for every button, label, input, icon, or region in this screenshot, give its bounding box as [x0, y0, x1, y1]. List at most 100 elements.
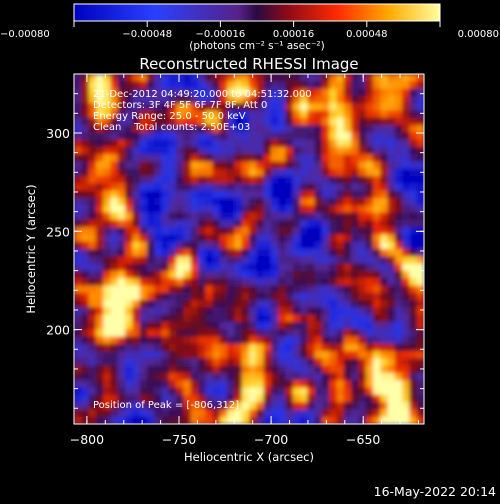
heatmap-cell — [88, 358, 97, 367]
heatmap-cell — [103, 300, 112, 308]
heatmap-cell — [416, 387, 424, 396]
heatmap-cell — [95, 292, 104, 301]
heatmap-cell — [285, 176, 294, 184]
heatmap-cell — [212, 387, 221, 396]
heatmap-cell — [117, 292, 126, 301]
heatmap-cell — [416, 117, 424, 126]
heatmap-cell — [285, 365, 294, 374]
heatmap-cell — [321, 74, 330, 82]
heatmap-cell — [74, 372, 82, 381]
heatmap-cell — [110, 387, 119, 396]
heatmap-cell — [110, 81, 119, 90]
heatmap-cell — [314, 190, 323, 199]
heatmap-cell — [249, 197, 257, 206]
heatmap-cell — [314, 307, 323, 316]
heatmap-cell — [285, 88, 294, 97]
heatmap-cell — [197, 81, 206, 90]
heatmap-cell — [117, 351, 126, 359]
heatmap-cell — [132, 81, 141, 90]
heatmap-cell — [336, 190, 345, 199]
heatmap-cell — [372, 314, 381, 323]
heatmap-cell — [336, 110, 345, 119]
heatmap-cell — [234, 190, 243, 199]
heatmap-cell — [205, 132, 214, 141]
heatmap-cell — [241, 394, 250, 403]
heatmap-cell — [74, 343, 82, 352]
heatmap-cell — [176, 351, 184, 359]
heatmap-cell — [292, 241, 301, 250]
heatmap-cell — [321, 270, 330, 279]
heatmap-cell — [241, 88, 250, 97]
heatmap-cell — [212, 321, 221, 330]
heatmap-cells — [74, 74, 424, 424]
heatmap-cell — [241, 256, 250, 265]
heatmap-cell — [300, 278, 308, 287]
heatmap-cell — [183, 372, 192, 381]
heatmap-cell — [270, 402, 279, 411]
heatmap-cell — [139, 88, 148, 97]
heatmap-cell — [263, 219, 272, 228]
heatmap-cell — [154, 321, 163, 330]
heatmap-cell — [402, 394, 411, 403]
heatmap-cell — [241, 161, 250, 170]
heatmap-cell — [125, 402, 133, 411]
heatmap-cell — [402, 336, 411, 345]
heatmap-cell — [321, 146, 330, 155]
heatmap-cell — [365, 161, 374, 170]
heatmap-cell — [132, 256, 141, 265]
heatmap-cell — [74, 154, 82, 163]
heatmap-cell — [168, 125, 177, 133]
heatmap-cell — [219, 205, 228, 214]
heatmap-cell — [117, 81, 126, 90]
heatmap-cell — [117, 125, 126, 133]
heatmap-cell — [321, 132, 330, 141]
heatmap-cell — [139, 95, 148, 104]
heatmap-cell — [227, 409, 236, 418]
heatmap-cell — [146, 227, 155, 236]
heatmap-cell — [249, 358, 257, 367]
heatmap-cell — [343, 372, 352, 381]
heatmap-cell — [132, 351, 141, 359]
heatmap-cell — [241, 263, 250, 272]
heatmap-cell — [219, 278, 228, 287]
heatmap-cell — [278, 139, 287, 148]
heatmap-cell — [358, 314, 367, 323]
heatmap-cell — [343, 336, 352, 345]
heatmap-cell — [74, 161, 82, 170]
heatmap-cell — [402, 117, 411, 126]
heatmap-cell — [176, 132, 184, 141]
heatmap-cell — [117, 300, 126, 308]
heatmap-cell — [256, 416, 265, 424]
heatmap-cell — [256, 176, 265, 184]
heatmap-cell — [125, 139, 133, 148]
heatmap-cell — [190, 88, 199, 97]
heatmap-cell — [372, 307, 381, 316]
heatmap-cell — [95, 168, 104, 177]
heatmap-cell — [402, 387, 411, 396]
heatmap-cell — [343, 278, 352, 287]
heatmap-cell — [110, 212, 119, 221]
heatmap-cell — [387, 154, 396, 163]
heatmap-cell — [234, 402, 243, 411]
heatmap-cell — [300, 117, 308, 126]
heatmap-cell — [336, 372, 345, 381]
heatmap-cell — [95, 81, 104, 90]
heatmap-cell — [139, 139, 148, 148]
heatmap-cell — [132, 402, 141, 411]
heatmap-cell — [263, 176, 272, 184]
heatmap-cell — [197, 146, 206, 155]
heatmap-cell — [387, 212, 396, 221]
heatmap-cell — [234, 321, 243, 330]
heatmap-cell — [241, 351, 250, 359]
heatmap-cell — [241, 329, 250, 338]
heatmap-cell — [249, 103, 257, 112]
heatmap-cell — [387, 256, 396, 265]
heatmap-cell — [402, 285, 411, 294]
heatmap-cell — [292, 314, 301, 323]
heatmap-cell — [249, 365, 257, 374]
heatmap-cell — [161, 212, 170, 221]
heatmap-cell — [125, 336, 133, 345]
heatmap-cell — [205, 234, 214, 243]
heatmap-cell — [183, 336, 192, 345]
